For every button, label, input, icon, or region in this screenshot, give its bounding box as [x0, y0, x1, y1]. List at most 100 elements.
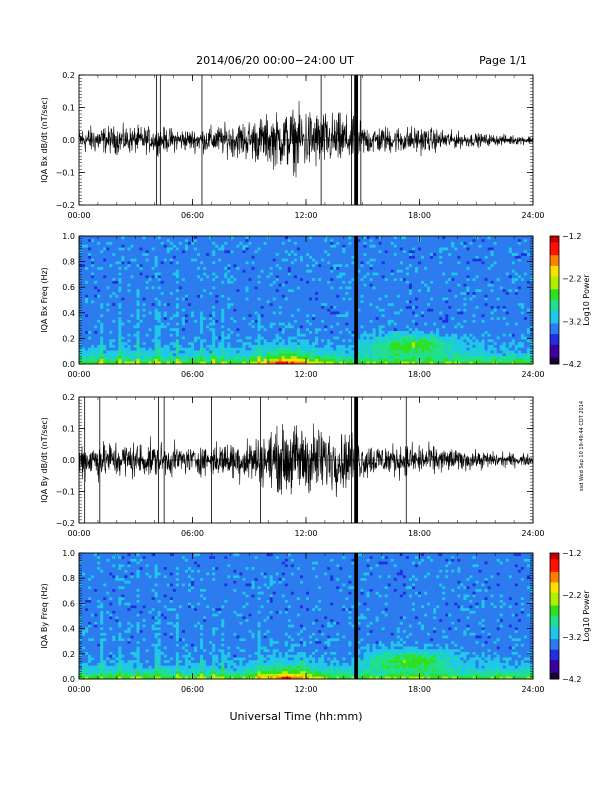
spectrogram-cell [194, 305, 198, 309]
spectrogram-cell [327, 341, 331, 345]
spectrogram-cell [163, 308, 168, 312]
spectrogram-cell [257, 280, 261, 284]
spectrogram-cell [336, 344, 340, 348]
spectrogram-cell [275, 319, 280, 323]
spectrogram-cell [94, 300, 98, 304]
spectrogram-cell [333, 355, 337, 359]
spectrogram-cell [127, 247, 131, 251]
spectrogram-cell [360, 319, 364, 323]
spectrogram-cell [139, 258, 143, 262]
spectrogram-cell [79, 355, 83, 359]
spectrogram-cell [348, 316, 352, 320]
spectrogram-cell [112, 249, 116, 254]
spectrogram-cell [384, 241, 389, 245]
spectrogram-cell [384, 355, 389, 359]
spectrogram-cell [91, 305, 95, 309]
spectrogram-cell [281, 291, 286, 295]
spectrogram-cell [109, 236, 113, 240]
spectrogram-cell [88, 352, 92, 357]
spectrogram-cell [236, 352, 240, 357]
spectrogram-cell [106, 355, 110, 359]
spectrogram-cell [121, 283, 125, 287]
spectrogram-cell [254, 269, 258, 273]
spectrogram-cell [330, 305, 334, 309]
spectrogram-cell [287, 283, 292, 287]
spectrogram-cell [327, 255, 331, 259]
spectrogram-cell [287, 263, 292, 268]
spectrogram-cell [181, 355, 186, 359]
spectrogram-cell [221, 288, 225, 293]
spectrogram-cell [281, 288, 286, 293]
spectrogram-cell [281, 333, 286, 337]
spectrogram-cell [166, 300, 171, 304]
spectrogram-cell [106, 288, 110, 293]
spectrogram-cell [151, 355, 156, 359]
spectrogram-cell [239, 297, 243, 301]
spectrogram-cell [166, 330, 171, 334]
spectrogram-cell [163, 350, 168, 354]
spectrogram-cell [151, 338, 156, 343]
spectrogram-cell [218, 247, 222, 251]
spectrogram-cell [121, 333, 125, 337]
spectrogram-cell [254, 355, 258, 359]
spectrogram-cell [236, 294, 240, 298]
spectrogram-cell [136, 338, 140, 343]
spectrogram-cell [200, 316, 204, 320]
spectrogram-cell [124, 272, 128, 276]
spectrogram-cell [215, 319, 219, 323]
spectrogram-cell [115, 358, 119, 362]
spectrogram-cell [103, 319, 107, 323]
spectrogram-cell [263, 252, 268, 256]
spectrogram-cell [248, 325, 252, 329]
spectrogram-cell [266, 308, 271, 312]
spectrogram-cell [281, 352, 286, 357]
spectrogram-cell [218, 338, 222, 343]
spectrogram-cell [372, 322, 377, 326]
spectrogram-cell [221, 258, 225, 262]
spectrogram-cell [251, 308, 255, 312]
spectrogram-cell [366, 305, 370, 309]
spectrogram-cell [172, 361, 177, 365]
spectrogram-cell [148, 361, 153, 365]
spectrogram-cell [197, 288, 201, 293]
spectrogram-cell [257, 241, 261, 245]
spectrogram-cell [97, 277, 101, 281]
spectrogram-cell [351, 344, 355, 348]
spectrogram-cell [209, 313, 213, 318]
spectrogram-cell [384, 341, 389, 345]
spectrogram-cell [169, 322, 174, 326]
spectrogram-cell [272, 305, 277, 309]
spectrogram-cell [221, 274, 225, 279]
spectrogram-cell [109, 325, 113, 329]
spectrogram-cell [390, 236, 395, 240]
spectrogram-cell [112, 283, 116, 287]
spectrogram-cell [233, 341, 237, 345]
spectrogram-cell [333, 236, 337, 240]
spectrogram-cell [209, 305, 213, 309]
spectrogram-cell [106, 347, 110, 351]
spectrogram-cell [212, 269, 216, 273]
spectrogram-cell [236, 269, 240, 273]
spectrogram-cell [97, 305, 101, 309]
spectrogram-cell [236, 300, 240, 304]
spectrogram-cell [287, 286, 292, 290]
spectrogram-cell [175, 300, 180, 304]
spectrogram-cell [306, 249, 310, 254]
spectrogram-cell [281, 358, 286, 362]
spectrogram-cell [360, 252, 364, 256]
spectrogram-cell [178, 352, 183, 357]
spectrogram-cell [312, 272, 316, 276]
spectrogram-cell [79, 316, 83, 320]
spectrogram-cell [236, 322, 240, 326]
spectrogram-cell [230, 288, 234, 293]
spectrogram-cell [169, 252, 174, 256]
spectrogram-cell [194, 352, 198, 357]
spectrogram-cell [245, 355, 249, 359]
spectrogram-cell [251, 313, 255, 318]
spectrogram-cell [157, 280, 162, 284]
spectrogram-cell [85, 350, 89, 354]
spectrogram-cell [151, 272, 156, 276]
spectrogram-cell [278, 238, 283, 242]
spectrogram-cell [160, 313, 165, 318]
spectrogram-cell [88, 247, 92, 251]
